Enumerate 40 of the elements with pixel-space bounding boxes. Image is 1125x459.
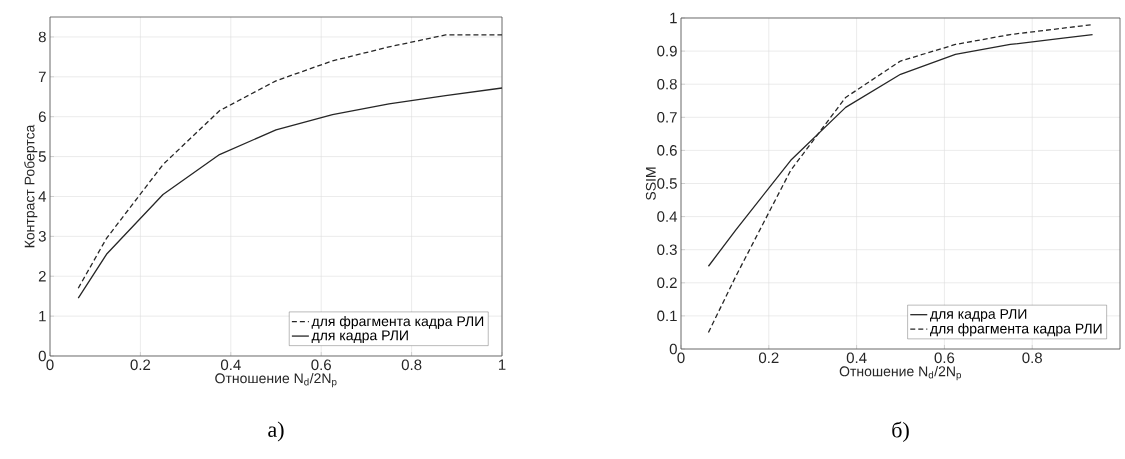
y-axis-title: SSIM	[645, 167, 656, 200]
y-tick-label: 0.3	[657, 244, 677, 255]
text: а)	[268, 421, 284, 442]
y-tick-label: 8	[38, 31, 46, 43]
x-tick-label: 0.4	[846, 352, 867, 364]
y-tick-label: 3	[38, 231, 46, 242]
y-tick-label: 0.1	[657, 310, 677, 322]
y-tick-label: 1	[39, 310, 46, 322]
y-tick-label: 0.7	[657, 111, 677, 123]
y-tick-label: 1	[670, 12, 677, 24]
x-tick-label: 0.8	[401, 359, 422, 371]
x-tick-label: 0.2	[130, 359, 151, 371]
y-tick-label: 2	[38, 271, 46, 282]
x-tick-label: 0.6	[934, 352, 955, 364]
y-tick-label: 0.6	[657, 145, 677, 156]
legend-label: для фрагмента кадра РЛИ	[311, 315, 484, 329]
legend-label: для фрагмента кадра РЛИ	[930, 323, 1102, 337]
line-series	[77, 87, 503, 299]
x-tick-label: 0.6	[311, 359, 331, 371]
x-tick-label: 0.2	[758, 352, 779, 364]
x-tick-label: 0.8	[1022, 352, 1042, 364]
legend-label: для кадра РЛИ	[311, 330, 408, 344]
x-axis-title: Отношение N$_{d}$/2N$_{p}$	[839, 365, 962, 381]
line-series	[77, 34, 503, 289]
y-tick-label: 0	[669, 343, 677, 355]
y-tick-label: 7	[38, 71, 46, 82]
y-tick-label: 5	[38, 151, 46, 162]
y-tick-label: 0.9	[657, 45, 677, 57]
x-tick-label: 0.4	[220, 359, 241, 371]
y-tick-label: 0.4	[657, 211, 678, 222]
y-tick-label: 6	[38, 111, 46, 123]
legend-label: для кадра РЛИ	[930, 309, 1027, 322]
x-axis-title: Отношение N$_{d}$/2N$_{p}$	[215, 372, 337, 388]
y-tick-label: 0.8	[657, 78, 677, 90]
y-tick-label: 0.2	[657, 277, 677, 289]
text: б)	[892, 421, 909, 442]
y-tick-label: 0.5	[657, 178, 677, 189]
y-tick-label: 4	[38, 191, 47, 202]
y-axis-title: Контраст Робертса	[24, 124, 38, 248]
x-tick-label: 1	[498, 359, 506, 370]
